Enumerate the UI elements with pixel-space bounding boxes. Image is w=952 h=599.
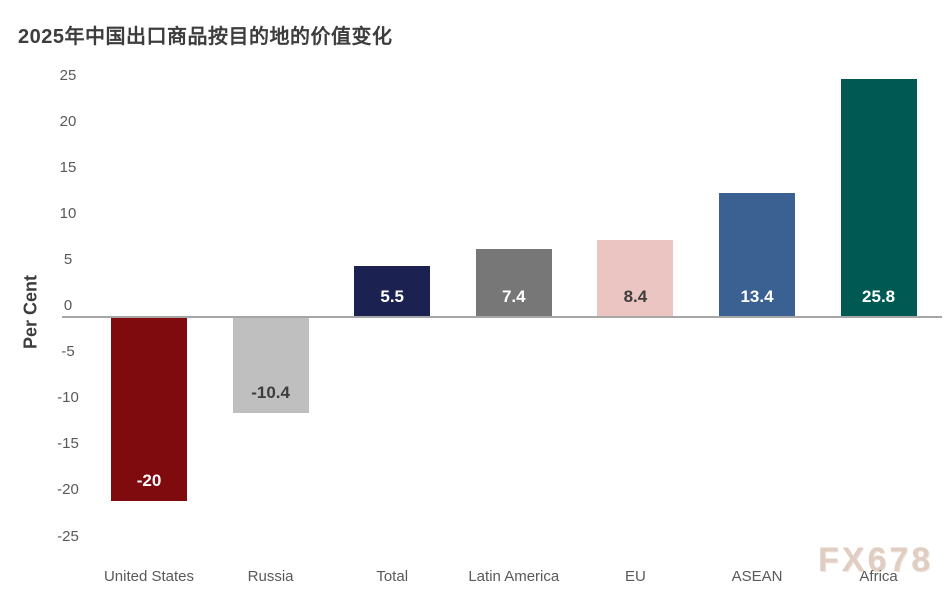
bar-total [354, 266, 431, 317]
y-tick-label: 10 [59, 204, 77, 222]
bar-value-label: 8.4 [623, 287, 648, 306]
fx678-watermark: FX678 [818, 541, 934, 579]
y-tick-label: 15 [59, 158, 77, 176]
bar-russia [232, 317, 309, 413]
y-tick-label: 25 [59, 66, 77, 84]
y-tick-label: 5 [63, 250, 73, 268]
chart-title: 2025年中国出口商品按目的地的价值变化 [18, 26, 393, 48]
x-category-label: Latin America [468, 568, 560, 585]
bar-united-states [111, 317, 187, 502]
bar-value-label: -20 [136, 471, 162, 491]
y-tick-label: 20 [59, 112, 77, 130]
bar-eu [597, 239, 674, 317]
x-category-label: Africa [859, 568, 898, 585]
x-axis-line [62, 316, 942, 318]
x-category-label: Total [376, 568, 409, 585]
bar-latin-america [475, 248, 552, 317]
bar-value-label: 5.5 [380, 287, 404, 306]
y-tick-label: -20 [57, 481, 79, 499]
y-tick-label: -5 [61, 343, 75, 361]
bar-africa [840, 79, 917, 317]
y-tick-label: -15 [57, 435, 79, 453]
bar-value-label: 7.4 [501, 287, 526, 306]
y-tick-label: -10 [57, 389, 79, 407]
x-category-label: ASEAN [731, 568, 783, 585]
y-tick-label: 0 [63, 297, 73, 314]
bar-asean [719, 193, 795, 317]
bar-value-label: 25.8 [862, 287, 896, 306]
x-category-label: Russia [247, 568, 294, 585]
bar-value-label: -10.4 [251, 382, 290, 402]
y-tick-label: -25 [57, 527, 79, 545]
x-category-label: United States [103, 568, 195, 585]
x-category-label: EU [624, 568, 646, 585]
bar-value-label: 13.4 [740, 287, 774, 306]
